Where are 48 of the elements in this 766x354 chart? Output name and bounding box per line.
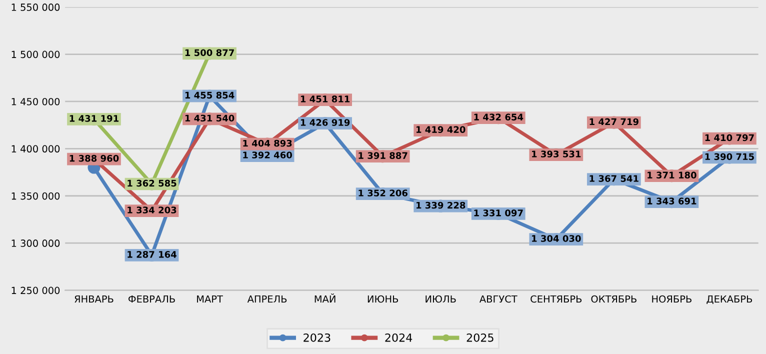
data-label: 1 331 097 — [474, 210, 523, 216]
x-tick-label: ЯНВАРЬ — [74, 295, 114, 303]
data-label: 1 367 541 — [590, 175, 638, 182]
legend-label: 2023 — [304, 333, 330, 342]
data-label: 1 431 191 — [70, 115, 119, 122]
x-tick-label: СЕНТЯБРЬ — [530, 295, 582, 303]
x-tick-label: ФЕВРАЛЬ — [128, 295, 175, 303]
y-tick-label: 1 450 000 — [12, 98, 60, 106]
y-tick-label: 1 500 000 — [12, 50, 60, 58]
x-tick-label: АПРЕЛЬ — [247, 295, 287, 303]
x-tick-label: АВГУСТ — [480, 295, 518, 303]
x-tick-label: ОКТЯБРЬ — [591, 295, 636, 303]
data-label: 1 392 460 — [243, 152, 292, 158]
x-tick-label: ИЮНЬ — [368, 295, 398, 303]
legend-label: 2024 — [385, 333, 412, 342]
data-label: 1 500 877 — [185, 49, 234, 56]
data-label: 1 334 203 — [128, 206, 176, 214]
x-tick-label: НОЯБРЬ — [652, 295, 692, 303]
data-label: 1 427 719 — [590, 118, 638, 126]
x-tick-label: МАРТ — [197, 295, 223, 303]
data-label: 1 339 228 — [416, 202, 466, 209]
data-label: 1 362 585 — [128, 180, 176, 187]
data-label: 1 432 654 — [474, 114, 524, 120]
data-label: 1 426 919 — [300, 119, 350, 126]
data-label: 1 431 540 — [185, 114, 234, 122]
data-label: 1 343 691 — [648, 198, 696, 204]
x-tick-label: ДЕКАБРЬ — [706, 295, 752, 304]
data-label: 1 404 893 — [243, 140, 292, 147]
y-tick-label: 1 300 000 — [12, 240, 60, 247]
data-label: 1 352 206 — [358, 190, 408, 196]
x-tick-label: МАЙ — [314, 294, 336, 303]
data-label: 1 455 854 — [185, 92, 234, 99]
data-label: 1 390 715 — [705, 153, 754, 160]
legend-label: 2025 — [466, 333, 494, 342]
y-tick-label: 1 400 000 — [12, 145, 60, 153]
data-label: 1 287 164 — [128, 250, 176, 258]
data-label: 1 451 811 — [300, 96, 350, 102]
data-label: 1 393 531 — [532, 150, 581, 158]
y-tick-label: 1 350 000 — [12, 192, 60, 200]
y-tick-label: 1 250 000 — [12, 286, 60, 294]
data-label: 1 388 960 — [70, 154, 119, 162]
data-label: 1 410 797 — [705, 134, 754, 142]
data-label: 1 419 420 — [416, 126, 466, 133]
data-label: 1 371 180 — [648, 172, 696, 179]
data-label: 1 391 887 — [358, 152, 408, 159]
x-tick-label: ИЮЛЬ — [426, 295, 456, 303]
y-tick-label: 1 550 000 — [12, 4, 60, 11]
data-label: 1 304 030 — [532, 235, 581, 242]
